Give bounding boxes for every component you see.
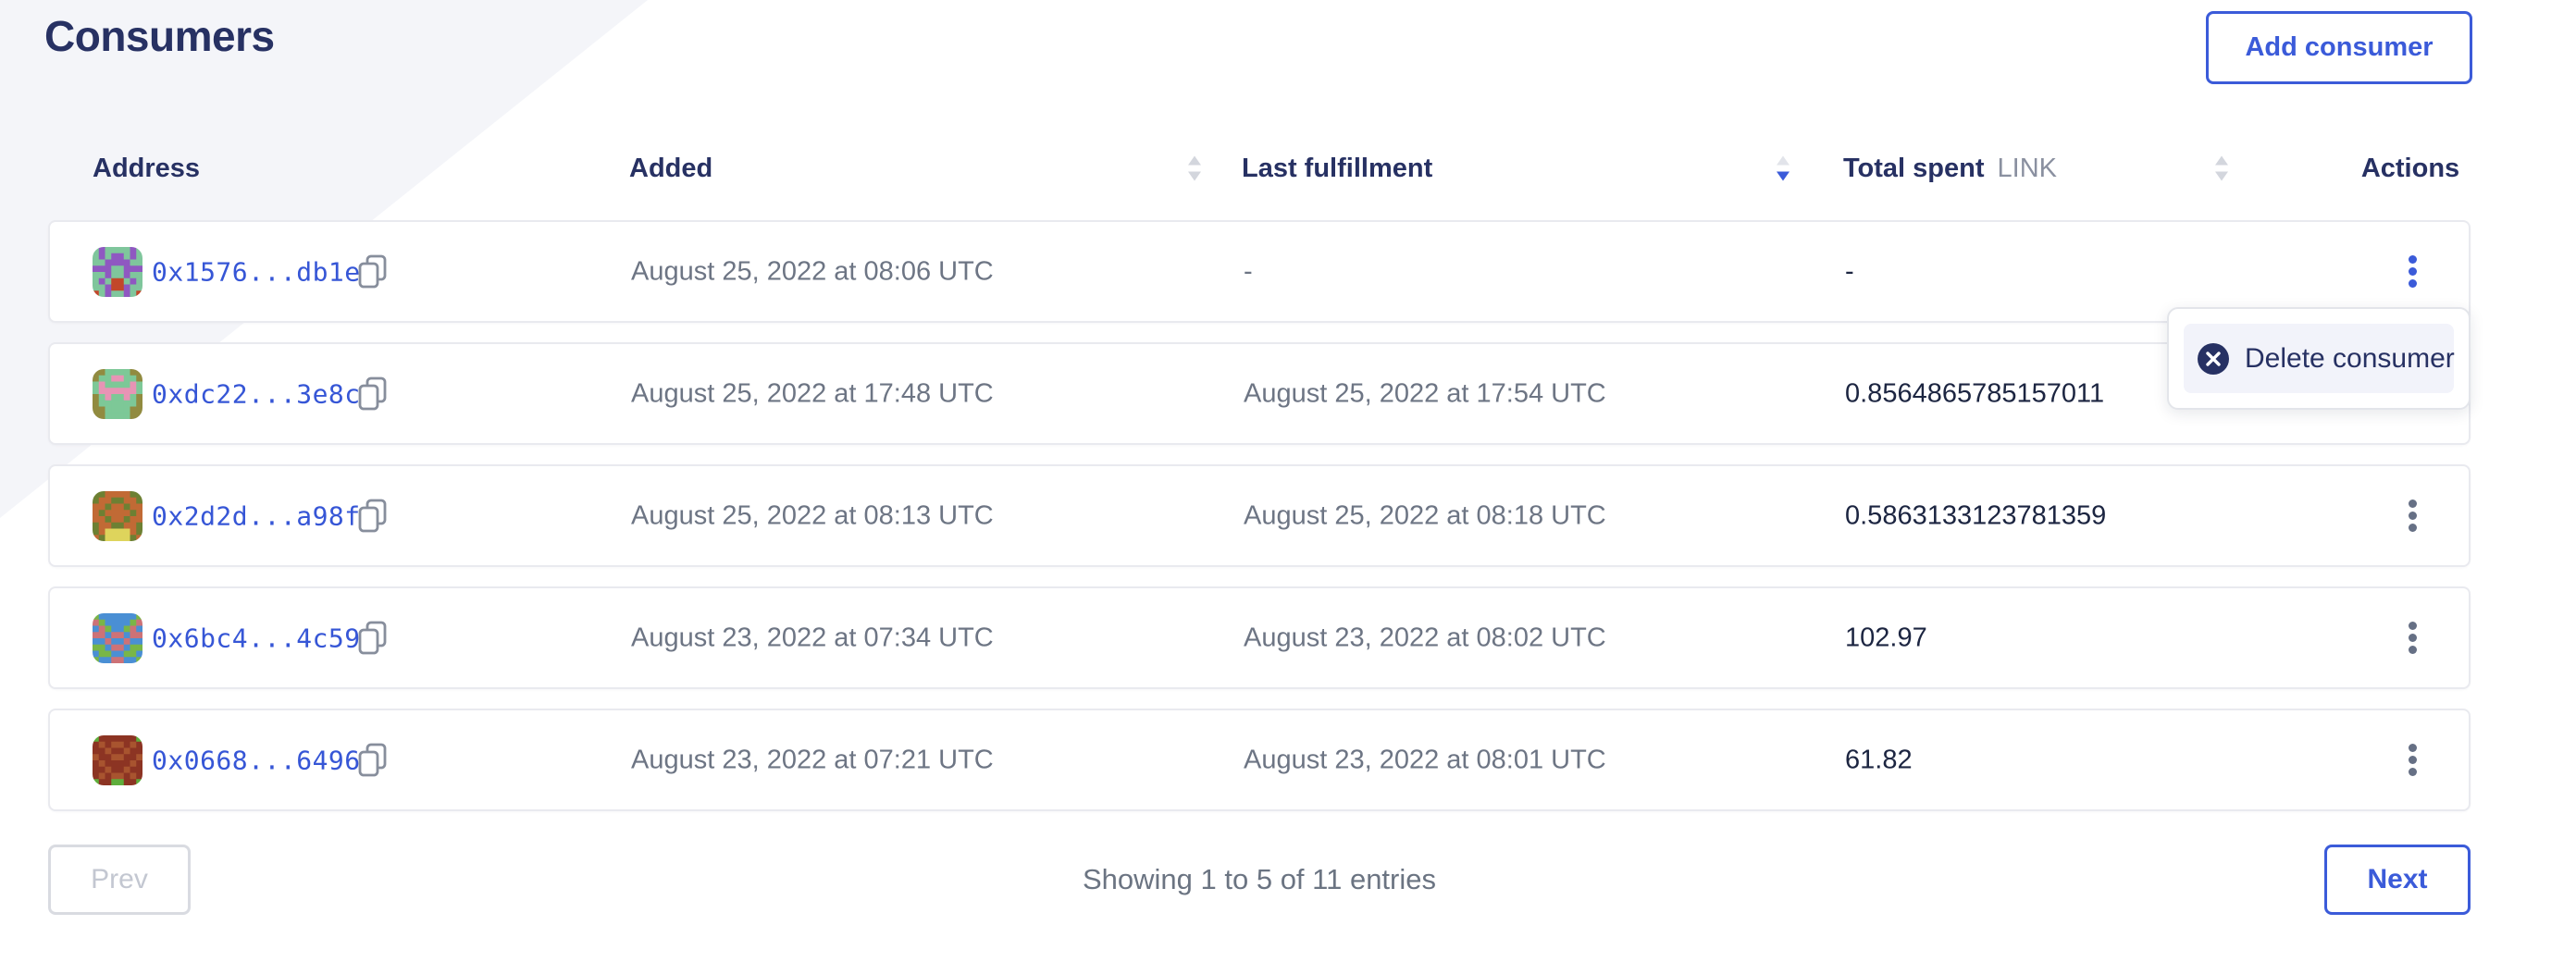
copy-address-icon[interactable] [357,376,389,413]
add-consumer-button[interactable]: Add consumer [2206,11,2472,84]
sort-icon-added[interactable] [1187,155,1202,181]
consumer-address-link[interactable]: 0x6bc4...4c59 [152,623,361,653]
total-spent-cell: 61.82 [1845,745,1913,774]
added-date-cell: August 25, 2022 at 17:48 UTC [631,378,994,408]
identicon-avatar [93,734,142,785]
copy-address-icon[interactable] [357,253,389,290]
last-fulfillment-cell: August 23, 2022 at 08:02 UTC [1244,623,1606,652]
added-date-cell: August 23, 2022 at 07:21 UTC [631,745,994,774]
pagination-bar: Prev Showing 1 to 5 of 11 entries Next [48,845,2471,915]
added-date-cell: August 25, 2022 at 08:13 UTC [631,500,994,530]
identicon-avatar [93,368,142,419]
pagination-status: Showing 1 to 5 of 11 entries [1082,863,1437,895]
table-row: 0x6bc4...4c59 August 23, 2022 at 07:34 U… [48,586,2471,689]
table-header: Address Added Last fulfillment Total spe… [48,139,2471,198]
last-fulfillment-cell: August 25, 2022 at 08:18 UTC [1244,500,1606,530]
total-spent-cell: 0.8564865785157011 [1845,378,2105,408]
delete-consumer-label: Delete consumer [2245,342,2455,374]
added-date-cell: August 23, 2022 at 07:34 UTC [631,623,994,652]
consumer-address-link[interactable]: 0xdc22...3e8c [152,378,361,409]
total-spent-label: Total spent [1843,153,1985,183]
table-row: 0x2d2d...a98f August 25, 2022 at 08:13 U… [48,464,2471,567]
row-actions-kebab[interactable] [2392,244,2433,300]
prev-page-button[interactable]: Prev [48,845,191,915]
total-spent-unit-label: LINK [1997,153,2058,183]
page-title: Consumers [44,12,275,60]
column-header-address: Address [93,153,201,183]
last-fulfillment-cell: August 25, 2022 at 17:54 UTC [1244,378,1606,408]
row-actions-kebab[interactable] [2392,733,2433,788]
last-fulfillment-cell: August 23, 2022 at 08:01 UTC [1244,745,1606,774]
table-row: 0xdc22...3e8c August 25, 2022 at 17:48 U… [48,342,2471,445]
column-header-total-spent[interactable]: Total spent LINK [1843,139,2057,198]
total-spent-cell: 102.97 [1845,623,1927,652]
copy-address-icon[interactable] [357,620,389,657]
sort-icon-total-spent[interactable] [2214,155,2229,181]
row-actions-kebab[interactable] [2392,488,2433,544]
column-header-last-fulfillment[interactable]: Last fulfillment [1242,153,1433,183]
consumer-address-link[interactable]: 0x2d2d...a98f [152,500,361,531]
row-actions-kebab[interactable] [2392,610,2433,666]
copy-address-icon[interactable] [357,498,389,535]
row-actions-menu: Delete consumer [2167,307,2471,410]
identicon-avatar [93,246,142,297]
consumer-address-link[interactable]: 0x0668...6496 [152,745,361,775]
x-circle-icon [2198,342,2229,375]
identicon-avatar [93,490,142,541]
last-fulfillment-cell: - [1244,256,1253,286]
copy-address-icon[interactable] [357,742,389,779]
sort-icon-last-fulfillment-desc-active[interactable] [1776,155,1790,181]
identicon-avatar [93,612,142,663]
next-page-button[interactable]: Next [2324,845,2471,915]
table-row: 0x0668...6496 August 23, 2022 at 07:21 U… [48,709,2471,811]
total-spent-cell: - [1845,256,1854,286]
consumer-address-link[interactable]: 0x1576...db1e [152,256,361,287]
column-header-actions: Actions [2360,153,2460,183]
delete-consumer-menu-item[interactable]: Delete consumer [2184,324,2455,393]
column-header-added[interactable]: Added [629,153,713,183]
consumers-table-body: 0x1576...db1e August 25, 2022 at 08:06 U… [48,220,2471,831]
added-date-cell: August 25, 2022 at 08:06 UTC [631,256,994,286]
table-row: 0x1576...db1e August 25, 2022 at 08:06 U… [48,220,2471,323]
total-spent-cell: 0.5863133123781359 [1845,500,2107,530]
